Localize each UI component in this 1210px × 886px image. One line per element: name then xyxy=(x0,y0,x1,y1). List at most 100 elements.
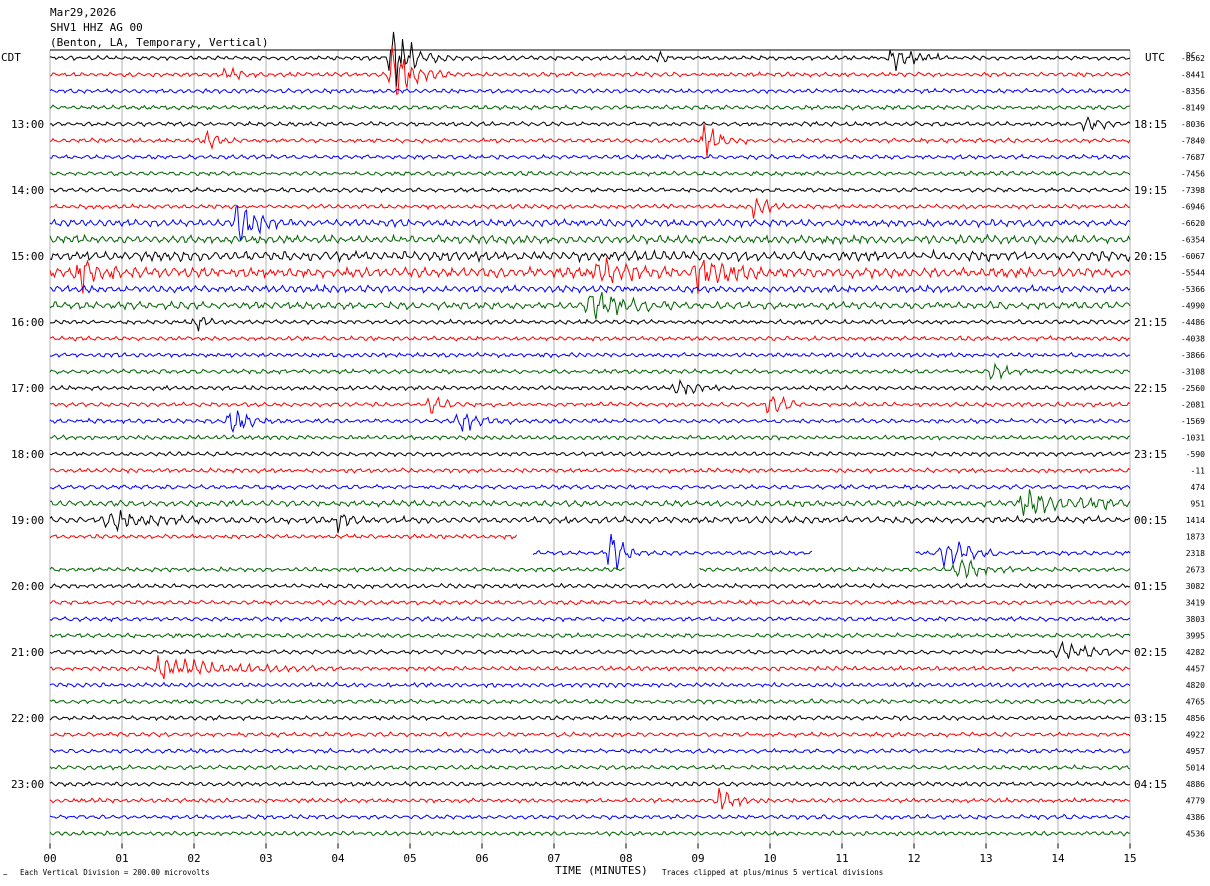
trace-row-44 xyxy=(49,780,1131,788)
dc-offset-label: -8441 xyxy=(1181,71,1205,80)
dc-offset-label: -3866 xyxy=(1181,351,1205,360)
time-gridlines xyxy=(49,49,1131,844)
dc-offset-label: 474 xyxy=(1191,483,1206,492)
dc-offset-label: 2318 xyxy=(1186,549,1205,558)
dc-offset-label: -4486 xyxy=(1181,318,1205,327)
x-tick-label: 11 xyxy=(835,852,848,865)
right-hour-label: 23:15 xyxy=(1134,448,1167,461)
dc-offset-label: -590 xyxy=(1186,450,1205,459)
x-tick-label: 08 xyxy=(619,852,632,865)
dc-offset-label: -7840 xyxy=(1181,137,1205,146)
x-tick-label: 14 xyxy=(1051,852,1065,865)
x-tick-label: 10 xyxy=(763,852,776,865)
trace-row-22 xyxy=(49,410,1131,434)
dc-offset-label: 4886 xyxy=(1186,780,1205,789)
dc-offset-label: -11 xyxy=(1191,467,1206,476)
dc-offset-label: -6067 xyxy=(1181,252,1205,261)
dc-offset-label: 1873 xyxy=(1186,533,1205,542)
trace-row-36 xyxy=(49,640,1131,659)
trace-row-30 xyxy=(532,533,1131,571)
plot-station-title: SHV1 HHZ AG 00 xyxy=(50,21,143,34)
right-hour-label: 00:15 xyxy=(1134,514,1167,527)
dc-offset-label: 4820 xyxy=(1186,681,1205,690)
trace-row-4 xyxy=(49,116,1131,133)
trace-row-13 xyxy=(49,257,1131,294)
trace-row-18 xyxy=(49,351,1131,359)
trace-row-40 xyxy=(49,714,1130,722)
dc-offset-label: 3082 xyxy=(1186,582,1205,591)
trace-row-14 xyxy=(49,283,1131,295)
dc-offset-label: -5366 xyxy=(1181,285,1205,294)
trace-row-42 xyxy=(49,747,1131,754)
left-hour-label: 18:00 xyxy=(11,448,44,461)
x-tick-label: 03 xyxy=(259,852,272,865)
dc-offset-label: 4282 xyxy=(1186,648,1205,657)
left-hour-label: 19:00 xyxy=(11,514,44,527)
trace-row-41 xyxy=(49,731,1131,738)
x-tick-label: 00 xyxy=(43,852,56,865)
right-hour-label: 03:15 xyxy=(1134,712,1167,725)
dc-offset-label: 4765 xyxy=(1186,698,1205,707)
dc-offset-label: 1414 xyxy=(1186,516,1205,525)
x-tick-label: 05 xyxy=(403,852,416,865)
dc-offset-label: 4536 xyxy=(1186,830,1205,839)
trace-row-20 xyxy=(49,379,1131,395)
dc-offset-label: 2673 xyxy=(1186,566,1205,575)
left-hour-label: 21:00 xyxy=(11,646,44,659)
trace-row-46 xyxy=(49,813,1130,821)
left-hour-label: 23:00 xyxy=(11,778,44,791)
left-hour-label: 14:00 xyxy=(11,184,44,197)
trace-row-26 xyxy=(49,483,1131,491)
trace-row-0 xyxy=(49,31,1131,87)
x-tick-label: 12 xyxy=(907,852,920,865)
trace-row-12 xyxy=(49,248,1131,264)
dc-offset-label: -5544 xyxy=(1181,269,1205,278)
trace-row-39 xyxy=(49,698,1131,705)
scale-marker: ~ xyxy=(3,870,8,879)
seismic-traces xyxy=(49,31,1131,837)
right-hour-label: 01:15 xyxy=(1134,580,1167,593)
trace-row-32 xyxy=(49,582,1131,590)
left-timezone-label: CDT xyxy=(1,51,21,64)
trace-row-11 xyxy=(49,233,1131,246)
trace-row-24 xyxy=(49,450,1131,458)
x-axis: 00 01 02 03 04 05 06 07 08 09 10 11 12 13 14 15 xyxy=(43,843,1137,865)
dc-offset-label: 4779 xyxy=(1186,797,1205,806)
dc-offset-label: -8149 xyxy=(1181,104,1205,113)
left-hour-label: 15:00 xyxy=(11,250,44,263)
right-hour-label: 04:15 xyxy=(1134,778,1167,791)
dc-offset-label: -8356 xyxy=(1181,87,1205,96)
trace-row-35 xyxy=(49,632,1131,639)
trace-row-7 xyxy=(49,170,1131,177)
trace-row-29 xyxy=(49,533,517,540)
x-tick-label: 06 xyxy=(475,852,488,865)
dc-offset-label: -4038 xyxy=(1181,335,1205,344)
right-hour-label: 21:15 xyxy=(1134,316,1167,329)
trace-row-10 xyxy=(49,205,1131,241)
dc-header-label: DC xyxy=(1186,51,1196,60)
trace-row-19 xyxy=(49,362,1131,380)
x-axis-title: TIME (MINUTES) xyxy=(555,864,648,877)
dc-offset-label: -7456 xyxy=(1181,170,1205,179)
x-tick-label: 02 xyxy=(187,852,200,865)
dc-offset-label: 3419 xyxy=(1186,599,1205,608)
trace-row-21 xyxy=(49,395,1131,414)
x-tick-label: 01 xyxy=(115,852,128,865)
trace-row-43 xyxy=(49,764,1131,771)
clip-note: Traces clipped at plus/minus 5 vertical … xyxy=(662,868,883,877)
left-hour-label: 13:00 xyxy=(11,118,44,131)
right-hour-label: 20:15 xyxy=(1134,250,1167,263)
trace-row-38 xyxy=(49,681,1131,689)
trace-row-37 xyxy=(49,655,1131,680)
trace-row-16 xyxy=(49,317,1131,332)
left-hour-label: 16:00 xyxy=(11,316,44,329)
trace-row-2 xyxy=(49,87,1131,95)
dc-offset-label: 5014 xyxy=(1186,764,1205,773)
dc-offset-label: -6620 xyxy=(1181,219,1205,228)
vertical-division-note: Each Vertical Division = 200.00 microvol… xyxy=(20,868,210,877)
dc-offset-label: -6946 xyxy=(1181,203,1205,212)
x-tick-label: 07 xyxy=(547,852,560,865)
dc-offset-label: -2560 xyxy=(1181,384,1205,393)
right-timezone-label: UTC xyxy=(1145,51,1165,64)
